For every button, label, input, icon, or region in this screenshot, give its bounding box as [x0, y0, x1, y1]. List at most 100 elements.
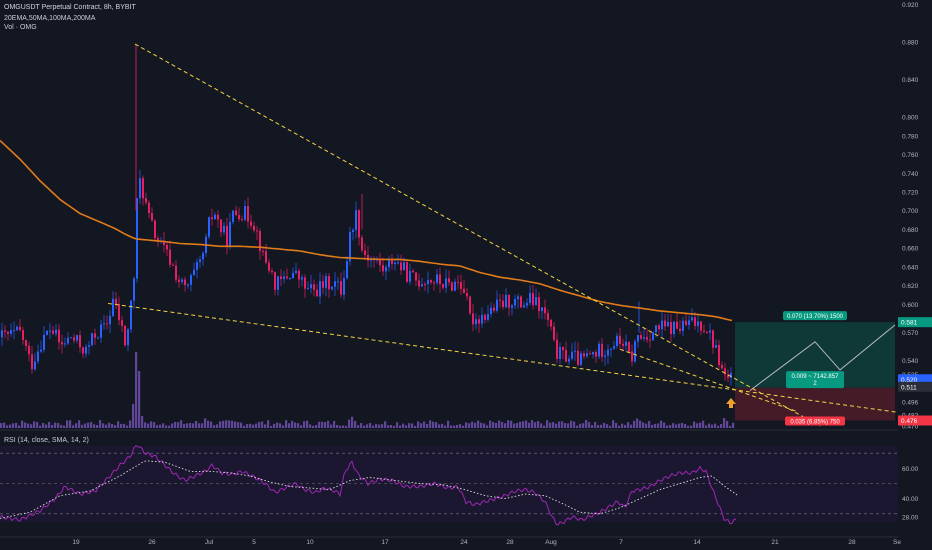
- candle-body[interactable]: [286, 276, 288, 279]
- candle-body[interactable]: [466, 293, 468, 297]
- stop-label-bg[interactable]: [785, 416, 845, 426]
- candle-body[interactable]: [115, 298, 117, 305]
- candle-body[interactable]: [595, 352, 597, 357]
- candle-body[interactable]: [169, 249, 171, 265]
- candle-body[interactable]: [445, 278, 447, 288]
- candle-body[interactable]: [64, 343, 66, 345]
- candle-body[interactable]: [328, 276, 330, 290]
- ma-legend[interactable]: 20EMA,50MA,100MA,200MA: [4, 15, 96, 22]
- candle-body[interactable]: [553, 326, 555, 340]
- candle-body[interactable]: [25, 340, 27, 346]
- candle-body[interactable]: [400, 262, 402, 271]
- candle-body[interactable]: [559, 347, 561, 359]
- candle-body[interactable]: [253, 225, 255, 231]
- candle-body[interactable]: [337, 281, 339, 283]
- candle-body[interactable]: [427, 280, 429, 285]
- candle-body[interactable]: [67, 337, 69, 344]
- candle-body[interactable]: [7, 331, 9, 334]
- candle-body[interactable]: [709, 330, 711, 333]
- candle-body[interactable]: [685, 320, 687, 325]
- candle-body[interactable]: [448, 278, 450, 283]
- candle-body[interactable]: [649, 339, 651, 341]
- candle-body[interactable]: [493, 307, 495, 311]
- candle-body[interactable]: [382, 265, 384, 272]
- candle-body[interactable]: [163, 240, 165, 246]
- candle-body[interactable]: [301, 277, 303, 280]
- candle-body[interactable]: [625, 341, 627, 346]
- candle-body[interactable]: [379, 258, 381, 266]
- candle-body[interactable]: [418, 280, 420, 287]
- candle-body[interactable]: [94, 333, 96, 338]
- candle-body[interactable]: [730, 372, 732, 378]
- candle-body[interactable]: [544, 307, 546, 314]
- candle-body[interactable]: [460, 282, 462, 289]
- candle-body[interactable]: [157, 238, 159, 243]
- candle-body[interactable]: [613, 346, 615, 349]
- candle-body[interactable]: [16, 326, 18, 331]
- candle-body[interactable]: [103, 323, 105, 325]
- candle-body[interactable]: [691, 317, 693, 321]
- candle-body[interactable]: [274, 272, 276, 290]
- ratio-label-bg[interactable]: [786, 371, 844, 389]
- candle-body[interactable]: [505, 294, 507, 308]
- candle-body[interactable]: [133, 278, 135, 301]
- candle-body[interactable]: [385, 267, 387, 272]
- candle-body[interactable]: [220, 219, 222, 233]
- candle-body[interactable]: [214, 214, 216, 220]
- candle-body[interactable]: [298, 270, 300, 280]
- candle-body[interactable]: [610, 348, 612, 350]
- candle-body[interactable]: [484, 314, 486, 320]
- candle-body[interactable]: [199, 259, 201, 263]
- candle-body[interactable]: [313, 284, 315, 290]
- candle-body[interactable]: [277, 276, 279, 290]
- candle-body[interactable]: [583, 353, 585, 357]
- candle-body[interactable]: [154, 220, 156, 239]
- candle-body[interactable]: [241, 219, 243, 221]
- candle-body[interactable]: [46, 330, 48, 335]
- candle-body[interactable]: [436, 274, 438, 283]
- candle-body[interactable]: [712, 330, 714, 348]
- candle-body[interactable]: [622, 343, 624, 346]
- candle-body[interactable]: [550, 319, 552, 327]
- candle-body[interactable]: [142, 178, 144, 199]
- candle-body[interactable]: [190, 275, 192, 285]
- symbol-title[interactable]: OMGUSDT Perpetual Contract, 8h, BYBIT: [4, 4, 136, 11]
- candle-body[interactable]: [463, 288, 465, 294]
- candle-body[interactable]: [325, 276, 327, 288]
- candle-body[interactable]: [343, 278, 345, 295]
- candle-body[interactable]: [469, 296, 471, 314]
- candle-body[interactable]: [187, 284, 189, 286]
- ma-line[interactable]: [0, 139, 733, 322]
- candle-body[interactable]: [148, 202, 150, 213]
- candle-body[interactable]: [514, 299, 516, 306]
- candle-body[interactable]: [244, 206, 246, 220]
- candle-body[interactable]: [256, 230, 258, 232]
- candle-body[interactable]: [52, 330, 54, 334]
- candle-body[interactable]: [421, 284, 423, 287]
- candle-body[interactable]: [526, 302, 528, 306]
- candle-body[interactable]: [247, 206, 249, 222]
- candle-body[interactable]: [451, 282, 453, 291]
- candle-body[interactable]: [661, 320, 663, 330]
- candle-body[interactable]: [628, 341, 630, 352]
- candle-body[interactable]: [109, 315, 111, 325]
- candle-body[interactable]: [211, 217, 213, 220]
- candle-body[interactable]: [532, 292, 534, 306]
- candle-body[interactable]: [283, 276, 285, 280]
- candle-body[interactable]: [124, 325, 126, 346]
- candle-body[interactable]: [394, 262, 396, 264]
- candle-body[interactable]: [565, 350, 567, 362]
- candle-body[interactable]: [307, 288, 309, 290]
- candle-body[interactable]: [589, 353, 591, 355]
- candle-body[interactable]: [355, 210, 357, 230]
- candle-body[interactable]: [58, 329, 60, 343]
- candle-body[interactable]: [694, 317, 696, 326]
- candle-body[interactable]: [715, 344, 717, 348]
- candle-body[interactable]: [145, 198, 147, 203]
- candle-body[interactable]: [37, 351, 39, 362]
- candle-body[interactable]: [646, 337, 648, 340]
- candle-body[interactable]: [352, 229, 354, 233]
- candle-body[interactable]: [322, 281, 324, 288]
- candle-body[interactable]: [667, 322, 669, 327]
- candle-body[interactable]: [442, 284, 444, 288]
